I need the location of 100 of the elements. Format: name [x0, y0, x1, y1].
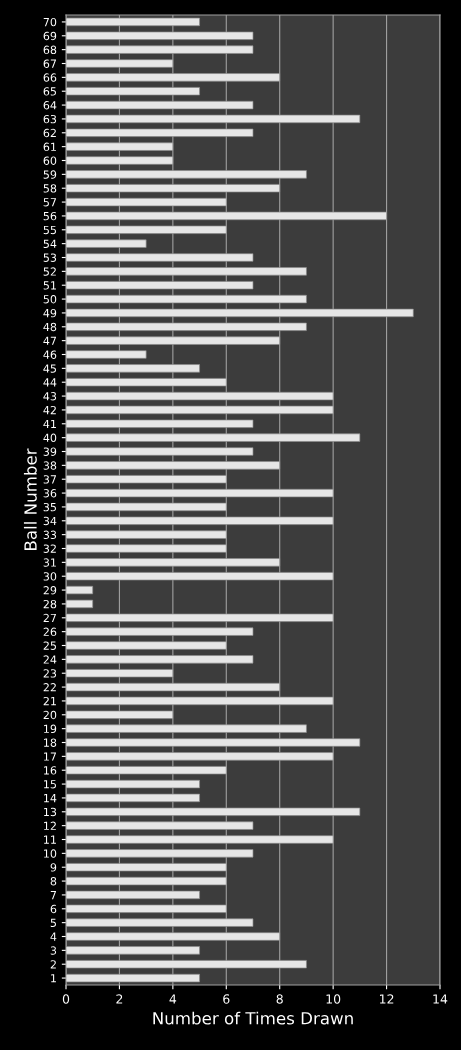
- bar: [66, 184, 281, 193]
- bar: [66, 890, 200, 900]
- y-tick-label: 60: [43, 156, 57, 165]
- y-tick-label: 24: [43, 655, 57, 664]
- y-tick-label: 54: [43, 239, 57, 249]
- bar: [66, 59, 174, 68]
- y-tick-label: 63: [43, 114, 57, 124]
- x-tick-label: 6: [223, 994, 230, 1004]
- bar: [66, 73, 281, 82]
- x-tick-label: 2: [116, 994, 123, 1004]
- bar: [66, 447, 254, 456]
- bar: [66, 530, 227, 539]
- bar: [66, 378, 227, 387]
- bar: [66, 779, 200, 789]
- bar: [66, 946, 200, 955]
- bar: [66, 211, 387, 221]
- y-tick-label: 65: [43, 87, 56, 96]
- y-tick-label: 6: [50, 904, 57, 914]
- y-tick-label: 56: [43, 211, 57, 221]
- y-tick-label: 14: [44, 794, 57, 803]
- bar: [66, 835, 334, 844]
- y-tick-label: 67: [43, 59, 57, 68]
- bar: [66, 405, 334, 415]
- y-tick-label: 13: [44, 807, 57, 817]
- bar: [66, 419, 254, 428]
- y-tick-label: 62: [43, 128, 56, 138]
- bar: [66, 488, 334, 498]
- y-tick-label: 49: [43, 308, 57, 318]
- bar: [66, 738, 361, 747]
- y-tick-label: 21: [43, 696, 56, 706]
- bar: [66, 752, 334, 761]
- y-tick-label: 30: [43, 572, 57, 581]
- bar: [66, 904, 227, 913]
- y-tick-label: 32: [43, 544, 56, 553]
- bar: [66, 156, 174, 165]
- bar: [66, 461, 281, 470]
- bar: [66, 239, 147, 248]
- y-tick-label: 48: [43, 322, 57, 332]
- bar: [66, 516, 334, 525]
- bar: [66, 627, 254, 636]
- y-tick-label: 3: [50, 946, 57, 955]
- y-tick-label: 55: [43, 225, 56, 235]
- y-tick-label: 28: [43, 599, 57, 609]
- y-tick-label: 47: [43, 336, 57, 345]
- bar: [66, 682, 281, 692]
- bar: [66, 225, 227, 234]
- x-tick-label: 10: [326, 994, 341, 1004]
- y-tick-label: 17: [44, 752, 57, 761]
- y-tick-label: 36: [43, 489, 57, 498]
- bar: [66, 170, 307, 179]
- y-tick-label: 43: [43, 392, 57, 401]
- bar: [66, 863, 227, 872]
- y-tick-label: 68: [43, 45, 57, 55]
- y-tick-label: 66: [43, 73, 57, 82]
- bar: [66, 294, 307, 304]
- bar: [66, 45, 254, 54]
- y-tick-label: 40: [43, 433, 57, 443]
- y-tick-label: 42: [43, 405, 56, 415]
- y-tick-label: 38: [43, 461, 57, 470]
- bar: [66, 766, 227, 775]
- bar: [66, 558, 281, 567]
- bar: [66, 114, 361, 124]
- bar: [66, 918, 254, 927]
- y-tick-label: 1: [51, 974, 56, 983]
- bar: [66, 669, 174, 678]
- y-tick-label: 70: [43, 17, 57, 27]
- bar: [66, 641, 227, 650]
- bar: [66, 308, 414, 318]
- bar: [66, 502, 227, 512]
- x-tick-label: 4: [169, 994, 177, 1004]
- y-tick-label: 5: [50, 918, 56, 928]
- bar: [66, 710, 174, 719]
- x-tick-label: 14: [433, 994, 448, 1004]
- bar: [66, 655, 254, 664]
- y-tick-label: 19: [44, 724, 57, 734]
- bar: [66, 572, 334, 581]
- x-axis-title: Number of Times Drawn: [153, 1011, 353, 1025]
- y-tick-label: 46: [43, 350, 57, 359]
- y-tick-label: 53: [43, 253, 57, 262]
- y-tick-label: 64: [43, 101, 57, 110]
- bar: [66, 31, 254, 40]
- y-tick-label: 41: [43, 419, 56, 429]
- bar: [66, 807, 361, 816]
- y-tick-label: 16: [44, 766, 57, 775]
- bar: [66, 253, 254, 262]
- y-tick-label: 23: [43, 669, 57, 678]
- y-tick-label: 37: [43, 475, 57, 484]
- bar: [66, 475, 227, 484]
- bar: [66, 696, 334, 706]
- y-tick-label: 59: [43, 170, 57, 179]
- bar: [66, 322, 307, 331]
- y-tick-label: 27: [43, 613, 57, 623]
- x-tick-label: 12: [379, 994, 394, 1004]
- y-tick-label: 35: [43, 502, 56, 512]
- y-tick-label: 31: [43, 558, 56, 567]
- bar: [66, 197, 227, 207]
- bar: [66, 544, 227, 553]
- y-tick-label: 11: [44, 835, 56, 844]
- bar: [66, 128, 254, 137]
- bar: [66, 821, 254, 830]
